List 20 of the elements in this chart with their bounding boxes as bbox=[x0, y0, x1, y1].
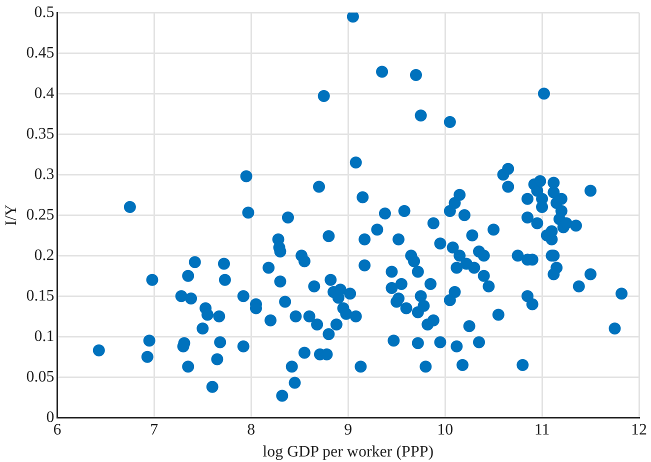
x-tick-label: 6 bbox=[53, 421, 62, 438]
y-tick-label: 0 bbox=[46, 408, 54, 426]
x-tick-label: 8 bbox=[247, 421, 256, 438]
x-tick-label: 12 bbox=[631, 421, 647, 438]
y-tick-label: 0.2 bbox=[34, 246, 54, 264]
y-tick-label: 0.5 bbox=[34, 4, 54, 21]
y-axis-title: I/Y bbox=[2, 204, 20, 226]
y-tick-label: 0.25 bbox=[26, 206, 54, 224]
y-tick-label: 0.35 bbox=[26, 125, 54, 142]
y-tick-label: 0.1 bbox=[34, 328, 54, 345]
x-tick-label: 9 bbox=[344, 421, 352, 438]
y-tick-label: 0.15 bbox=[26, 287, 54, 304]
y-tick-label: 0.05 bbox=[26, 368, 54, 386]
y-tick-label: 0.45 bbox=[26, 44, 54, 62]
x-tick-label: 7 bbox=[150, 421, 158, 438]
x-tick-label: 11 bbox=[534, 421, 550, 438]
x-tick-label: 10 bbox=[437, 421, 454, 438]
y-tick-label: 0.4 bbox=[34, 84, 54, 102]
y-tick-label: 0.3 bbox=[34, 166, 54, 183]
x-axis-title: log GDP per worker (PPP) bbox=[262, 444, 434, 461]
